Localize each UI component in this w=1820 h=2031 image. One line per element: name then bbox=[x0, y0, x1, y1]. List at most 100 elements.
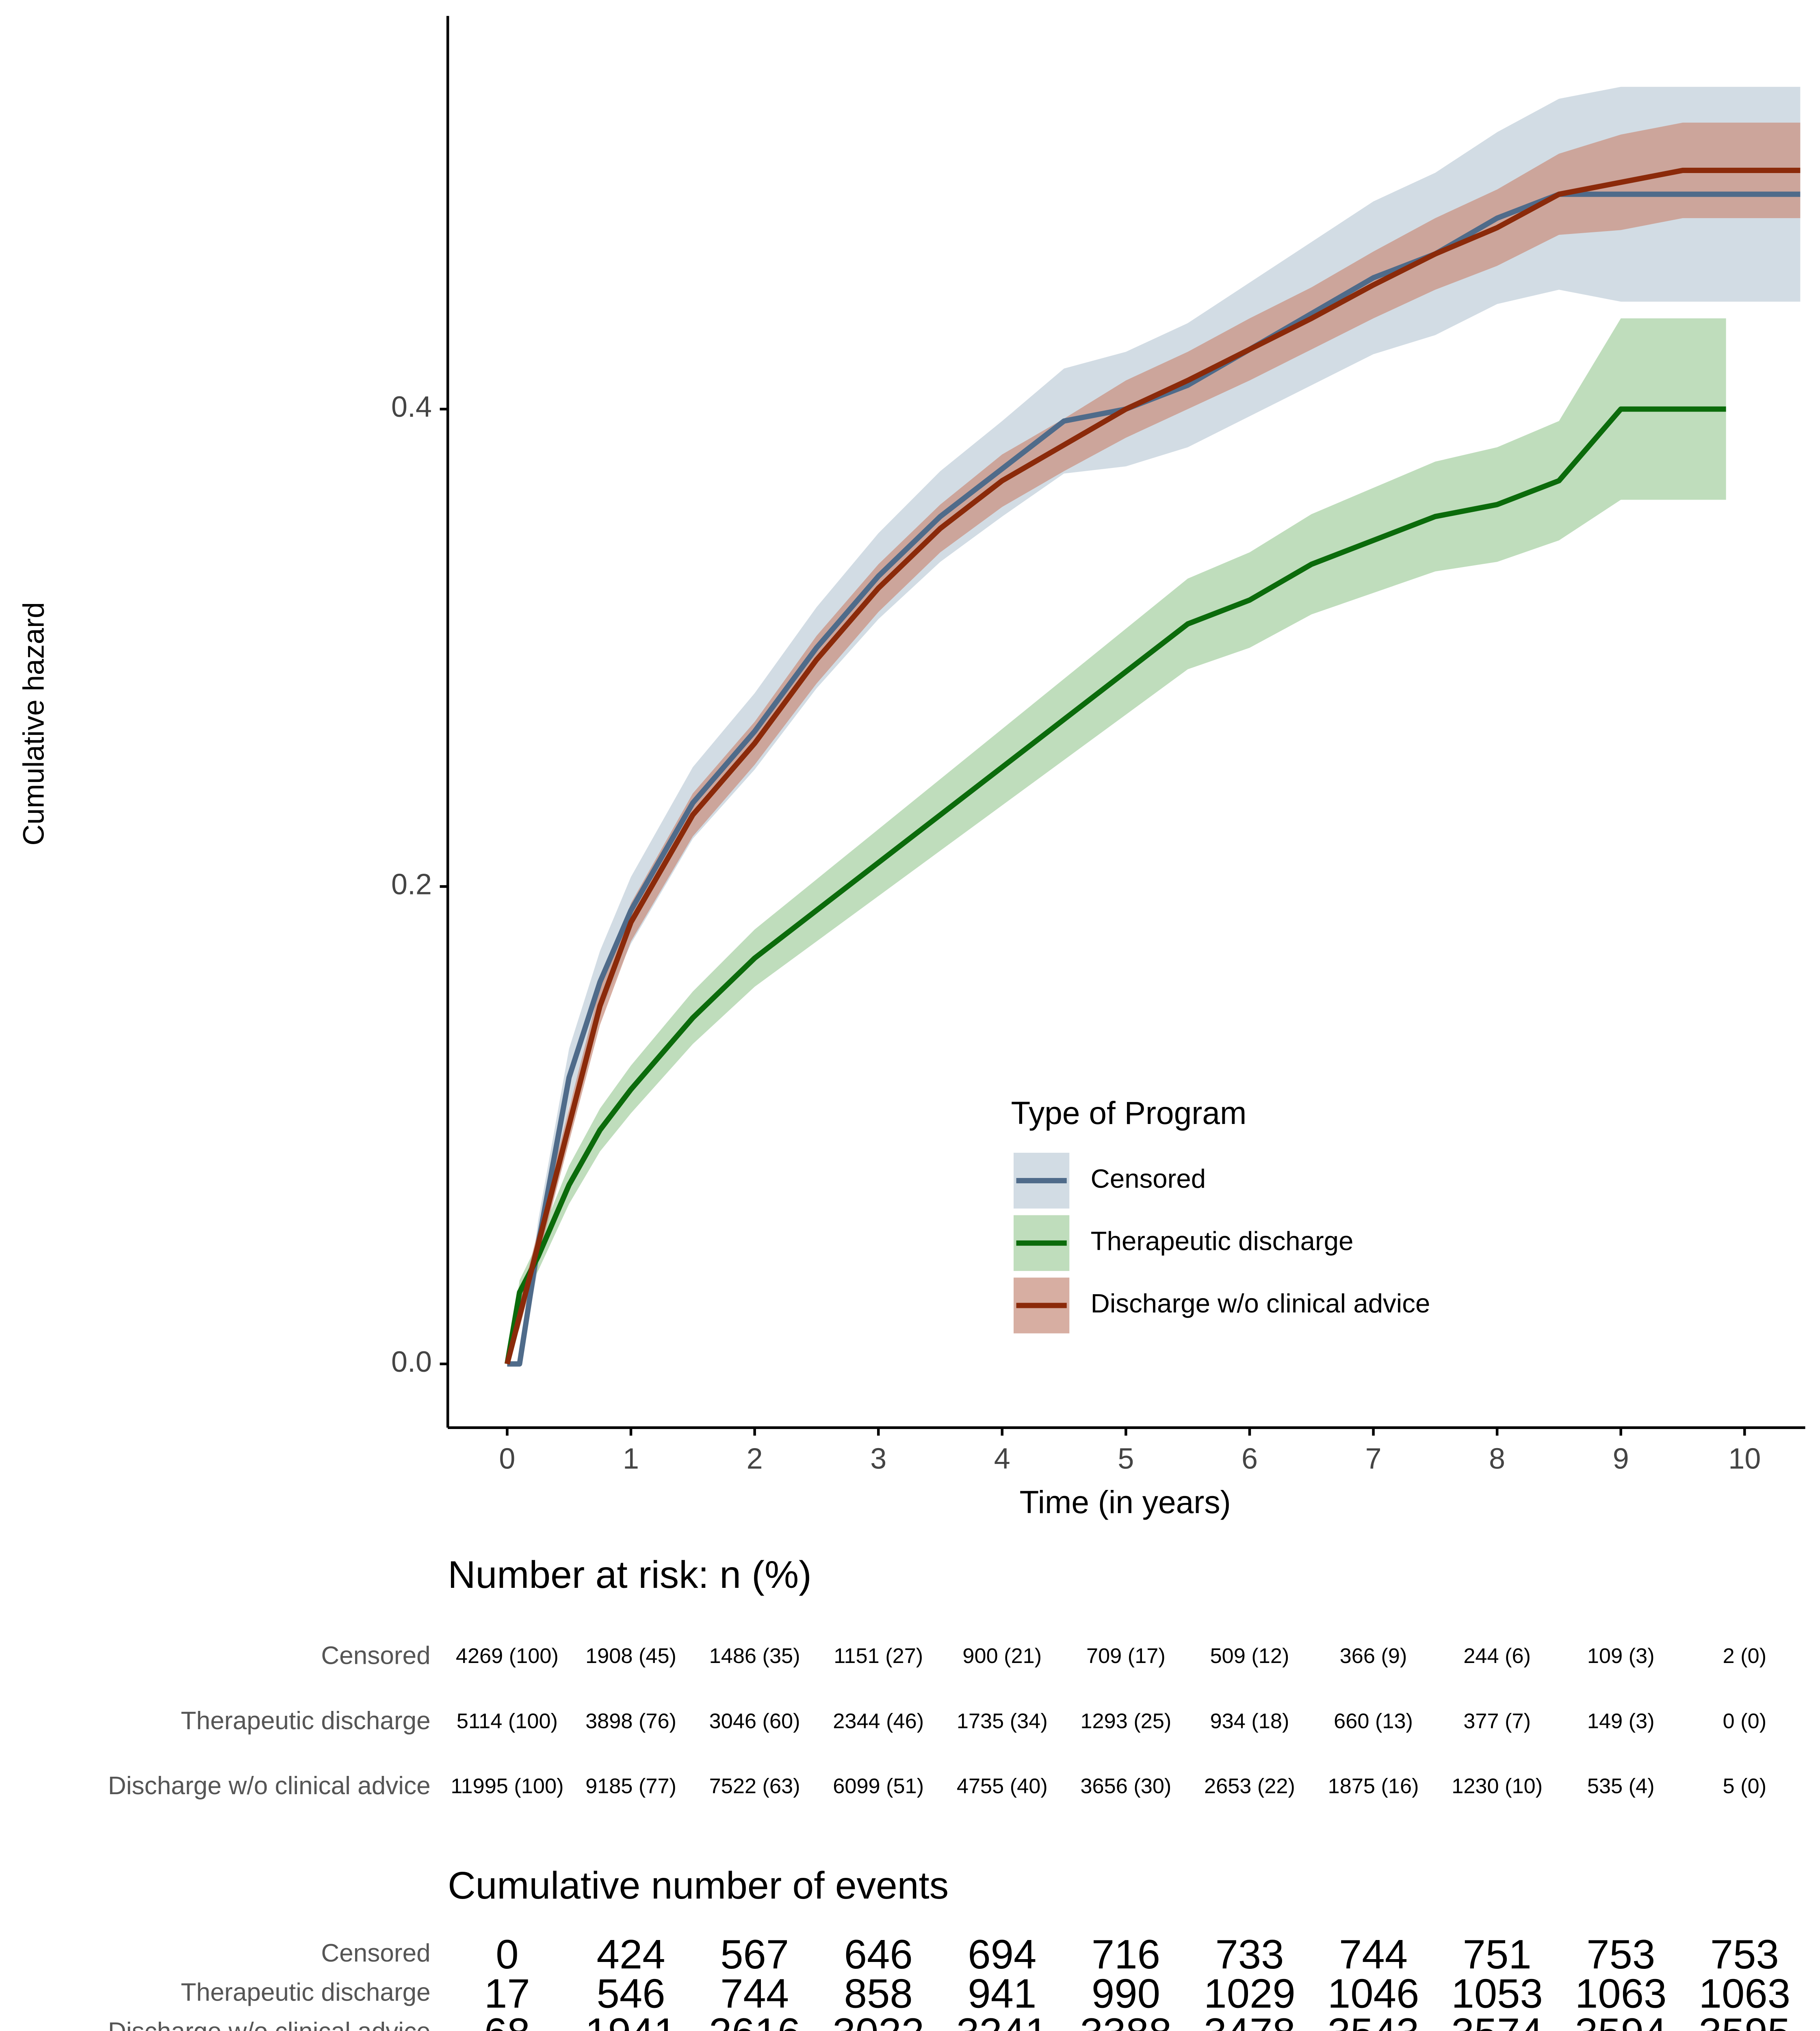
events-cell: 1063 bbox=[1699, 1970, 1790, 2016]
events-cell: 858 bbox=[844, 1970, 913, 2016]
x-tick-label: 1 bbox=[623, 1442, 639, 1475]
risk-cell: 6099 (51) bbox=[833, 1775, 924, 1798]
x-tick-label: 5 bbox=[1118, 1442, 1134, 1475]
risk-cell: 1486 (35) bbox=[709, 1644, 800, 1668]
risk-cell: 3656 (30) bbox=[1080, 1775, 1171, 1798]
risk-cell: 1908 (45) bbox=[585, 1644, 676, 1668]
hazard-line bbox=[504, 406, 1726, 1364]
risk-cell: 4269 (100) bbox=[456, 1644, 559, 1668]
risk-cell: 2653 (22) bbox=[1204, 1775, 1295, 1798]
events-cell: 1063 bbox=[1575, 1970, 1666, 2016]
risk-cell: 5114 (100) bbox=[457, 1709, 558, 1733]
confidence-band bbox=[507, 122, 1800, 1364]
risk-cell: 709 (17) bbox=[1086, 1644, 1166, 1668]
events-cell: 744 bbox=[1339, 1931, 1408, 1977]
risk-cell: 377 (7) bbox=[1463, 1709, 1531, 1733]
events-cell: 744 bbox=[720, 1970, 789, 2016]
events-cell: 3388 bbox=[1080, 2010, 1172, 2031]
events-cell: 546 bbox=[596, 1970, 665, 2016]
hazard-line bbox=[505, 167, 1800, 1365]
events-cell: 941 bbox=[968, 1970, 1036, 2016]
risk-cell: 4755 (40) bbox=[957, 1775, 1048, 1798]
x-tick-label: 9 bbox=[1613, 1442, 1629, 1475]
risk-cell: 1293 (25) bbox=[1080, 1709, 1171, 1733]
x-tick-label: 4 bbox=[994, 1442, 1010, 1475]
events-cell: 3022 bbox=[832, 2010, 924, 2031]
risk-cell: 900 (21) bbox=[962, 1644, 1042, 1668]
legend-label: Discharge w/o clinical advice bbox=[1091, 1288, 1430, 1318]
events-cell: 1029 bbox=[1204, 1970, 1295, 2016]
events-cell: 990 bbox=[1092, 1970, 1160, 2016]
risk-cell: 149 (3) bbox=[1587, 1709, 1655, 1733]
events-cell: 733 bbox=[1215, 1931, 1284, 1977]
x-tick-label: 2 bbox=[747, 1442, 763, 1475]
y-axis-label: Cumulative hazard bbox=[18, 602, 50, 846]
events-cell: 1941 bbox=[585, 2010, 676, 2031]
risk-cell: 535 (4) bbox=[1587, 1775, 1655, 1798]
risk-cell: 3046 (60) bbox=[709, 1709, 800, 1733]
events-cell: 3594 bbox=[1575, 2010, 1666, 2031]
risk-cell: 11995 (100) bbox=[451, 1775, 563, 1798]
events-cell: 753 bbox=[1710, 1931, 1779, 1977]
row-label: Censored bbox=[321, 1642, 430, 1670]
events-cell: 1053 bbox=[1451, 1970, 1543, 2016]
risk-cell: 660 (13) bbox=[1334, 1709, 1413, 1733]
events-cell: 3574 bbox=[1451, 2010, 1543, 2031]
events-cell: 68 bbox=[484, 2010, 530, 2031]
events-cell: 3543 bbox=[1328, 2010, 1419, 2031]
events-table-title: Cumulative number of events bbox=[448, 1864, 949, 1907]
events-cell: 1046 bbox=[1328, 1970, 1419, 2016]
row-label: Discharge w/o clinical advice bbox=[108, 1772, 431, 1800]
risk-cell: 9185 (77) bbox=[585, 1775, 676, 1798]
row-label: Discharge w/o clinical advice bbox=[108, 2018, 431, 2031]
row-label: Censored bbox=[321, 1939, 430, 1967]
x-tick-label: 7 bbox=[1365, 1442, 1382, 1475]
risk-cell: 366 (9) bbox=[1340, 1644, 1407, 1668]
events-cell: 3241 bbox=[956, 2010, 1048, 2031]
risk-cell: 1151 (27) bbox=[834, 1644, 923, 1668]
risk-cell: 1875 (16) bbox=[1328, 1775, 1419, 1798]
row-label: Therapeutic discharge bbox=[181, 1707, 431, 1735]
risk-cell: 7522 (63) bbox=[709, 1775, 800, 1798]
events-cell: 3478 bbox=[1204, 2010, 1295, 2031]
events-cell: 0 bbox=[496, 1931, 518, 1977]
x-tick-label: 10 bbox=[1728, 1442, 1761, 1475]
row-label: Therapeutic discharge bbox=[181, 1979, 431, 2007]
events-cell: 694 bbox=[968, 1931, 1036, 1977]
confidence-band bbox=[507, 318, 1726, 1364]
risk-cell: 1735 (34) bbox=[957, 1709, 1048, 1733]
risk-cell: 3898 (76) bbox=[585, 1709, 676, 1733]
risk-cell: 509 (12) bbox=[1210, 1644, 1289, 1668]
risk-table-title: Number at risk: n (%) bbox=[448, 1553, 811, 1596]
events-cell: 3595 bbox=[1699, 2010, 1790, 2031]
risk-cell: 244 (6) bbox=[1463, 1644, 1531, 1668]
x-tick-label: 8 bbox=[1489, 1442, 1505, 1475]
legend-label: Censored bbox=[1091, 1164, 1206, 1193]
risk-cell: 109 (3) bbox=[1587, 1644, 1655, 1668]
x-tick-label: 0 bbox=[499, 1442, 515, 1475]
risk-cell: 934 (18) bbox=[1210, 1709, 1289, 1733]
legend-label: Therapeutic discharge bbox=[1091, 1226, 1354, 1256]
risk-cell: 1230 (10) bbox=[1452, 1775, 1543, 1798]
y-tick-label: 0.0 bbox=[391, 1346, 432, 1378]
y-tick-label: 0.2 bbox=[391, 868, 432, 901]
events-cell: 753 bbox=[1586, 1931, 1655, 1977]
x-tick-label: 6 bbox=[1242, 1442, 1258, 1475]
risk-cell: 2344 (46) bbox=[833, 1709, 924, 1733]
events-cell: 424 bbox=[596, 1931, 665, 1977]
events-cell: 17 bbox=[484, 1970, 530, 2016]
events-cell: 716 bbox=[1092, 1931, 1160, 1977]
y-tick-label: 0.4 bbox=[391, 391, 432, 423]
events-cell: 646 bbox=[844, 1931, 913, 1977]
risk-cell: 0 (0) bbox=[1723, 1709, 1767, 1733]
events-cell: 751 bbox=[1463, 1931, 1532, 1977]
risk-cell: 2 (0) bbox=[1723, 1644, 1767, 1668]
events-cell: 2616 bbox=[709, 2010, 800, 2031]
events-cell: 567 bbox=[720, 1931, 789, 1977]
x-tick-label: 3 bbox=[870, 1442, 886, 1475]
risk-cell: 5 (0) bbox=[1723, 1775, 1767, 1798]
legend-title: Type of Program bbox=[1011, 1095, 1246, 1131]
